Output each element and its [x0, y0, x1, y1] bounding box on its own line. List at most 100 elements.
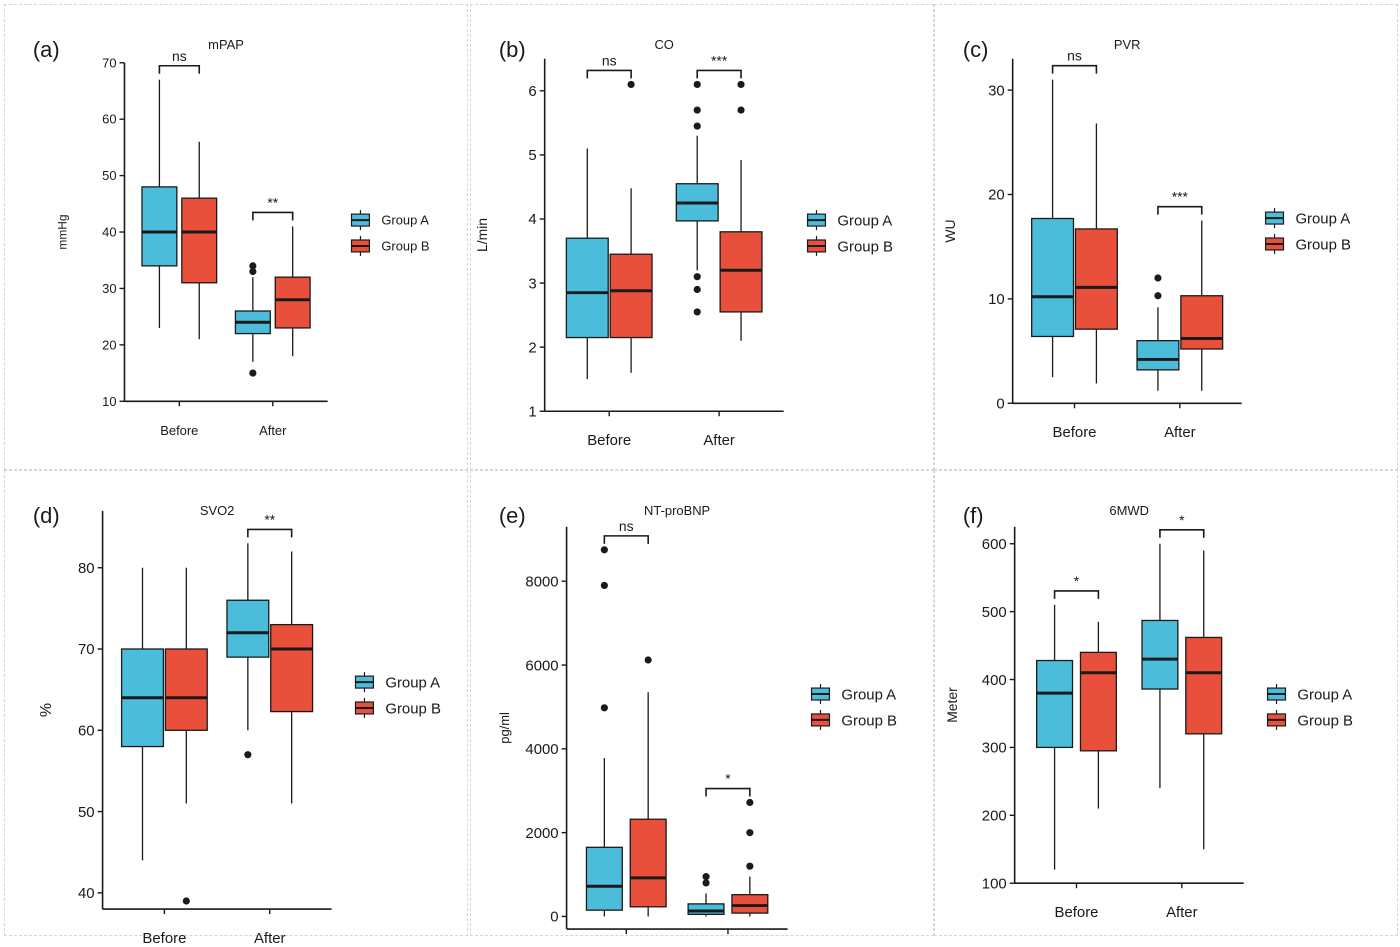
significance-label: ** [264, 511, 275, 527]
x-tick-label: After [254, 930, 286, 947]
outlier-point [627, 80, 635, 88]
y-tick-label: 10 [988, 291, 1005, 308]
outlier-point [693, 80, 701, 88]
box [629, 818, 667, 908]
outlier-point [600, 581, 608, 590]
box [164, 648, 208, 731]
box [1031, 217, 1075, 338]
y-tick-label: 0 [996, 396, 1004, 413]
significance-bracket [705, 787, 751, 797]
y-tick-label: 70 [78, 641, 95, 658]
chart-title: mPAP [208, 37, 244, 52]
chart-svg: (b) CO 1 2 3 4 5 6 L/min Before After ns *** Group A G… [474, 37, 893, 449]
legend-label: Group B [841, 712, 897, 729]
y-tick-label: 3 [528, 275, 536, 292]
legend-label: Group B [1297, 712, 1353, 729]
outlier-point [746, 862, 754, 870]
y-axis-label: mmHg [56, 214, 70, 249]
y-axis-label: WU [942, 219, 958, 242]
y-axis-label: Meter [944, 687, 960, 723]
significance-bracket [696, 69, 742, 79]
outlier-point [693, 308, 701, 316]
outlier-point [1154, 274, 1162, 282]
y-tick-label: 40 [78, 885, 95, 902]
y-tick-label: 1 [528, 403, 536, 420]
chart-panel: (d) SVO2 40 50 60 70 80% Before After ** Group A Gr… [4, 470, 468, 947]
outlier-point [746, 798, 754, 807]
significance-bracket [158, 64, 201, 74]
outlier-point [693, 285, 701, 294]
legend-label: Group A [1295, 210, 1350, 227]
y-tick-label: 100 [982, 875, 1007, 892]
chart-svg: (a) mPAP 10 20 30 40 50 60 70 mmHg Before After ns **… [33, 37, 430, 438]
y-tick-label: 2 [528, 339, 536, 356]
significance-bracket [1159, 529, 1205, 538]
outlier-point [693, 122, 701, 130]
y-tick-label: 6 [528, 83, 536, 100]
panel-letter: (b) [499, 37, 526, 62]
chart-title: CO [654, 37, 673, 52]
significance-bracket [1051, 64, 1098, 74]
panel-letter: (e) [499, 503, 526, 528]
box [1079, 651, 1117, 752]
outlier-point [737, 106, 745, 114]
y-tick-label: 20 [102, 337, 116, 352]
y-tick-label: 30 [102, 281, 116, 296]
box [270, 623, 314, 713]
chart-title: NT-proBNP [644, 503, 710, 518]
outlier-point [244, 751, 252, 759]
chart-title: PVR [1114, 37, 1141, 52]
significance-label: * [1074, 573, 1080, 589]
chart-title: SVO2 [200, 503, 235, 518]
x-tick-label: After [1164, 424, 1196, 441]
box [1136, 339, 1180, 371]
box [731, 894, 769, 914]
x-tick-label: After [703, 432, 735, 449]
chart-panel: (f) 6MWD 100 200 300 400 500 600 Meter Before Afte… [934, 470, 1398, 936]
box [1180, 295, 1224, 350]
box [687, 903, 725, 916]
y-tick-label: 6000 [525, 657, 558, 674]
outlier-point [1154, 292, 1162, 300]
chart-panel: (b) CO 1 2 3 4 5 6 L/min Before After ns *** Group A G… [470, 4, 934, 470]
chart-panel: (e)NT-proBNP02000400060008000pg/mlBefore… [470, 470, 934, 936]
significance-bracket [1157, 205, 1203, 215]
outlier-point [249, 267, 257, 276]
outlier-point [249, 369, 257, 377]
outlier-point [600, 704, 608, 712]
significance-bracket [1053, 590, 1100, 599]
panel-letter: (d) [33, 503, 60, 528]
panel-letter: (f) [963, 503, 984, 528]
legend-label: Group A [1297, 686, 1352, 703]
y-tick-label: 2000 [525, 825, 558, 842]
outlier-point [182, 897, 190, 905]
significance-label: ** [267, 194, 278, 210]
significance-bracket [252, 211, 294, 221]
y-tick-label: 4 [528, 211, 536, 228]
y-tick-label: 70 [102, 55, 116, 70]
x-tick-label: Before [142, 930, 186, 947]
y-tick-label: 50 [78, 804, 95, 821]
legend-label: Group B [385, 700, 441, 717]
box [226, 599, 270, 658]
y-tick-label: 500 [982, 604, 1007, 621]
y-tick-label: 50 [102, 168, 116, 183]
significance-label: *** [1172, 189, 1189, 205]
significance-label: ns [172, 48, 187, 64]
y-tick-label: 0 [550, 909, 558, 926]
y-tick-label: 200 [982, 808, 1007, 825]
y-tick-label: 80 [78, 560, 95, 577]
outlier-point [746, 829, 754, 837]
y-tick-label: 60 [78, 723, 95, 740]
significance-label: * [1179, 512, 1185, 528]
box [719, 231, 763, 313]
outlier-point [600, 546, 608, 554]
chart-svg: (d) SVO2 40 50 60 70 80% Before After ** Group A Gr… [33, 503, 441, 947]
panel-letter: (a) [33, 37, 60, 62]
panel-letter: (c) [963, 37, 989, 62]
y-tick-label: 40 [102, 225, 116, 240]
y-tick-label: 30 [988, 82, 1005, 99]
y-tick-label: 400 [982, 672, 1007, 689]
box [1036, 659, 1074, 749]
